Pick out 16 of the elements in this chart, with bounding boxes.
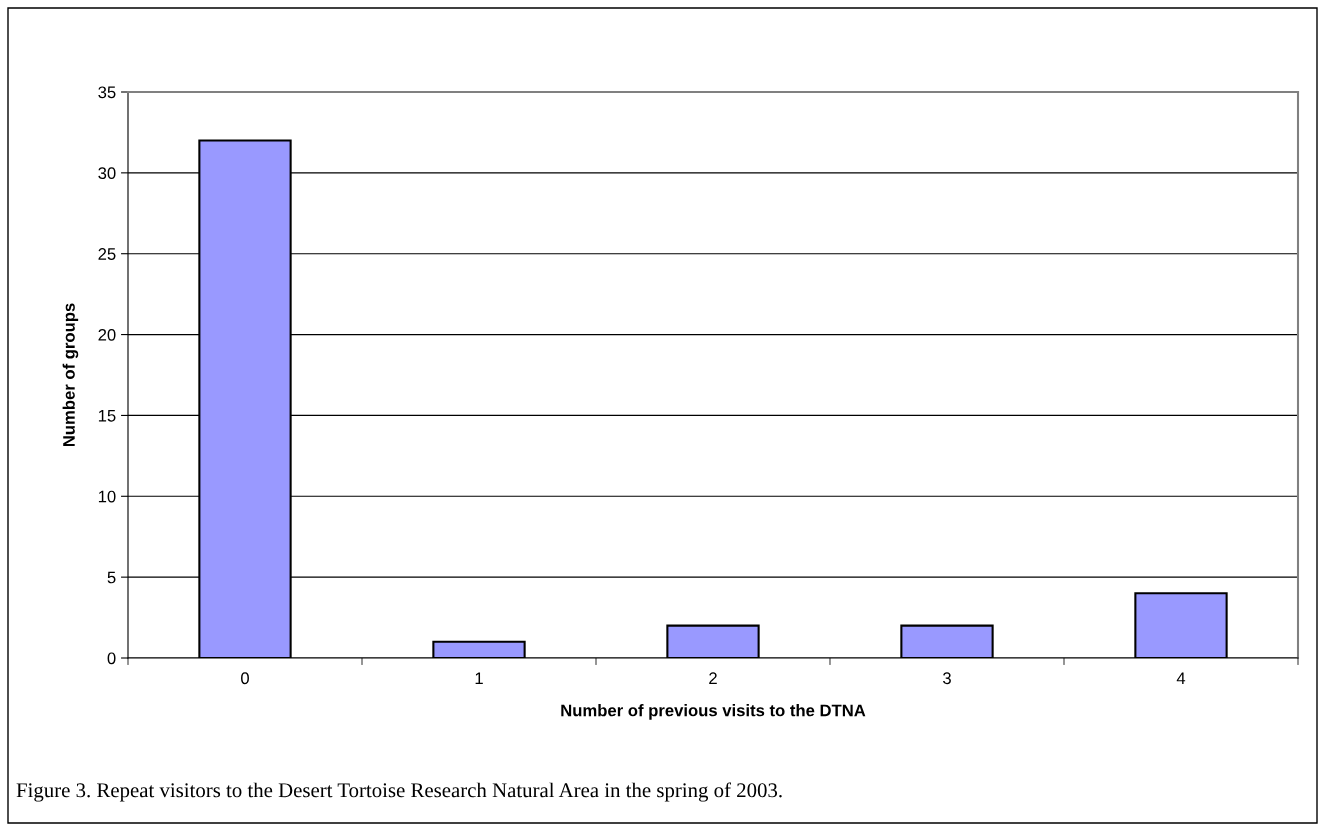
y-tick-label: 10 [98, 490, 116, 503]
y-tick-label: 25 [98, 248, 116, 260]
x-tick-label: 0 [241, 672, 249, 685]
x-axis-title: Number of previous visits to the DTNA [561, 704, 866, 720]
y-tick-label: 0 [107, 652, 116, 665]
y-tick-label: 15 [98, 410, 116, 422]
y-axis-title: Number of groups [62, 303, 79, 447]
x-tick-label: 1 [475, 672, 483, 684]
y-tick-label: 20 [98, 328, 116, 341]
y-tick-label: 35 [98, 86, 116, 99]
y-tick-label: 30 [98, 167, 116, 180]
x-tick-label: 3 [943, 672, 951, 685]
y-tick-label: 5 [107, 571, 116, 584]
x-tick-label: 2 [709, 672, 717, 684]
caption: Figure 3. Repeat visitors to the Desert Tortoise Research Natural Area in the spring of 2003. [16, 782, 782, 802]
x-tick-label: 4 [1176, 672, 1186, 684]
